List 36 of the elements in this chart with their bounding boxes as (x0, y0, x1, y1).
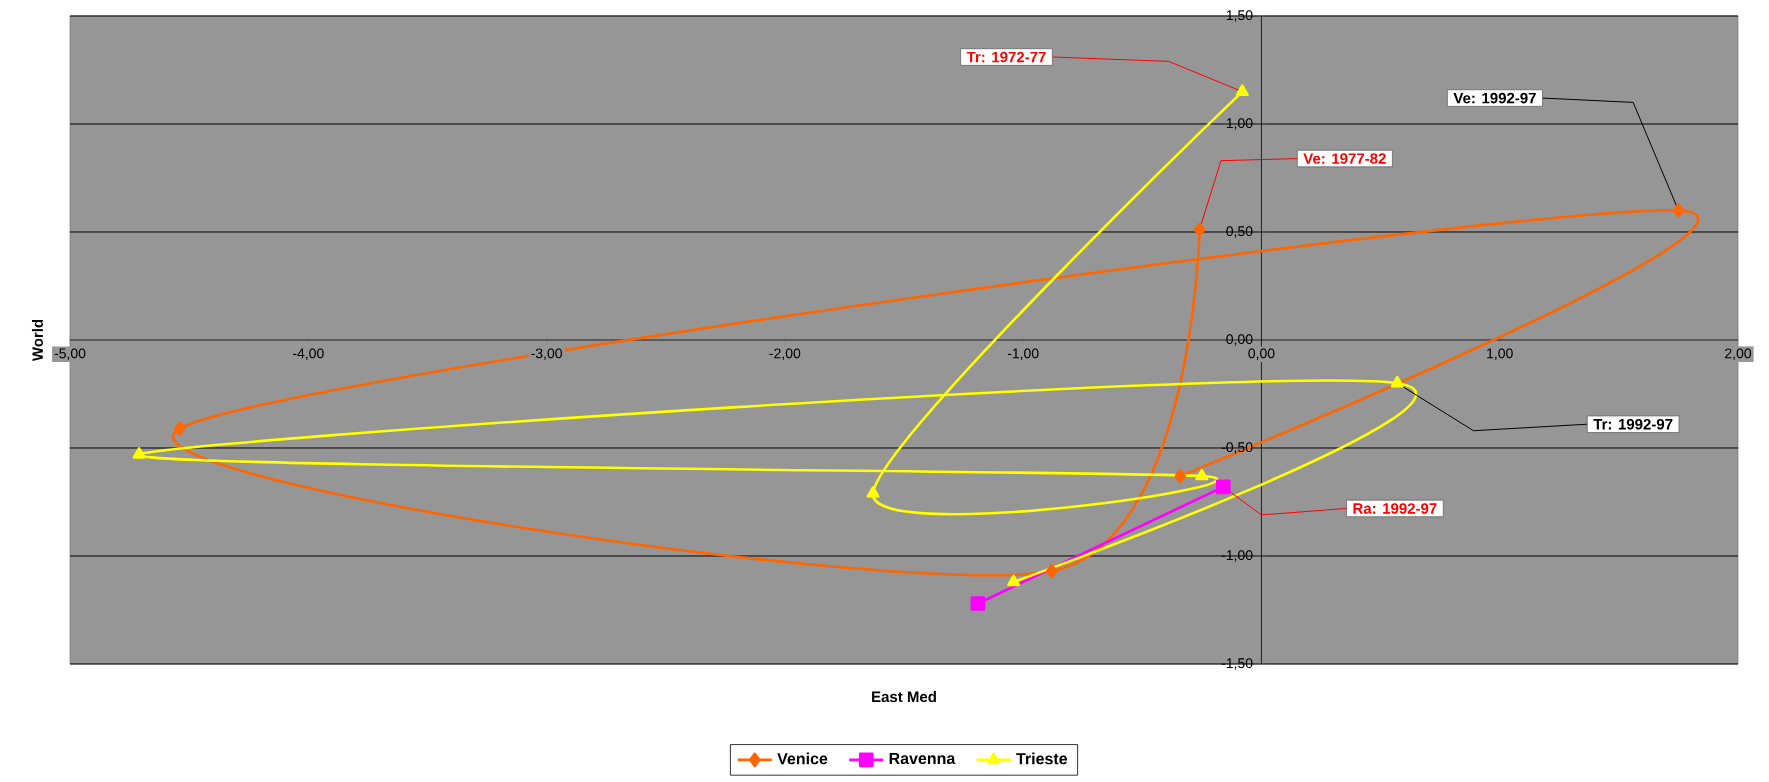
x-tick-label: 0,00 (1248, 348, 1275, 360)
legend-label: Venice (777, 752, 828, 765)
x-tick-label: -1,00 (1007, 348, 1039, 360)
point (1195, 468, 1209, 481)
x-tick-label: 1,00 (1487, 348, 1513, 360)
point (1045, 563, 1058, 579)
y-tick-label: -1,50 (1221, 658, 1253, 670)
y-axis-title: World (31, 319, 43, 362)
x-tick-label: 2,00 (1725, 348, 1752, 360)
y-tick-label: 1,00 (1226, 118, 1253, 130)
point (1174, 468, 1187, 484)
y-tick-label: -1,00 (1221, 550, 1253, 562)
x-tick-label: -5,00 (54, 348, 86, 360)
annotation: Ve: 1992-97 (1453, 92, 1536, 104)
x-tick-label: -4,00 (292, 348, 324, 360)
legend-label: Trieste (1016, 752, 1068, 765)
point (1193, 222, 1206, 238)
point (173, 421, 186, 436)
point (1216, 479, 1231, 495)
annotation: Tr: 1972-77 (966, 51, 1046, 63)
x-tick-label: -3,00 (531, 348, 562, 360)
point (1007, 574, 1021, 587)
point (1390, 375, 1404, 388)
x-tick-label: -2,00 (769, 348, 801, 360)
annotation: Ve: 1977-82 (1303, 153, 1386, 164)
y-tick-label: 0,00 (1226, 334, 1253, 346)
point (866, 486, 880, 498)
point (970, 596, 986, 611)
x-axis-title: East Med (872, 691, 936, 703)
annotation: Ra: 1992-97 (1353, 503, 1437, 514)
point (132, 447, 146, 459)
y-tick-label: 0,50 (1226, 226, 1253, 238)
annotation: Tr: 1992-97 (1593, 418, 1673, 430)
legend-label: Ravenna (889, 752, 956, 765)
point (1672, 203, 1685, 218)
point (1235, 84, 1249, 96)
